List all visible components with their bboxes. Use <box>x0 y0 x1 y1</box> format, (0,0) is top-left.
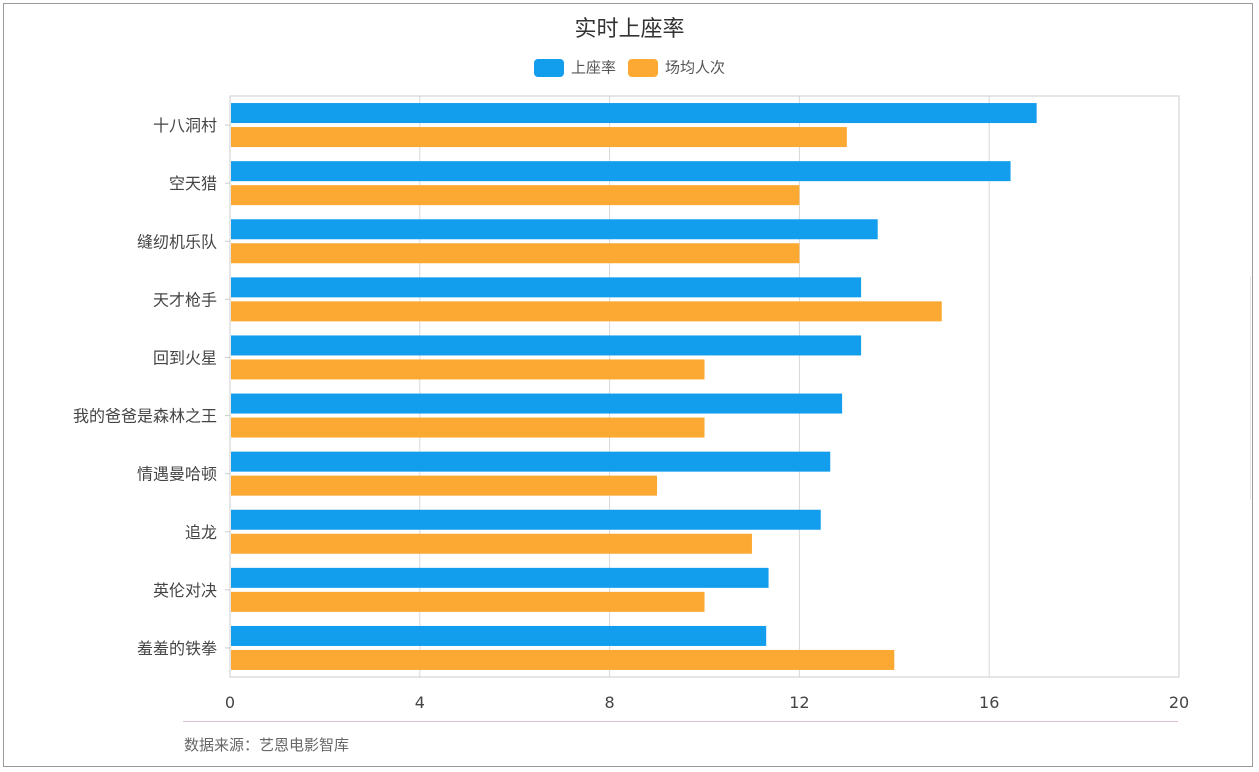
category-label: 羞羞的铁拳 <box>137 639 217 658</box>
bar-avg-attendance <box>231 359 705 380</box>
bar-avg-attendance <box>231 591 705 612</box>
category-label: 我的爸爸是森林之王 <box>73 407 217 426</box>
x-tick-label: 4 <box>415 693 425 712</box>
x-tick-label: 12 <box>789 693 809 712</box>
bar-occupancy <box>231 103 1037 124</box>
bar-avg-attendance <box>231 243 800 264</box>
bar-avg-attendance <box>231 475 658 496</box>
legend: 上座率 场均人次 <box>0 57 1259 78</box>
bar-avg-attendance <box>231 127 847 148</box>
data-source: 数据来源：艺恩电影智库 <box>184 736 350 754</box>
bar-occupancy <box>231 161 1011 182</box>
bar-occupancy <box>231 451 831 472</box>
x-tick-label: 20 <box>1169 693 1189 712</box>
category-label: 十八洞村 <box>153 116 217 135</box>
bar-avg-attendance <box>231 185 800 206</box>
x-tick-label: 8 <box>605 693 615 712</box>
bar-avg-attendance <box>231 417 705 438</box>
category-label: 情遇曼哈顿 <box>137 465 217 484</box>
legend-swatch-avg-attendance <box>628 58 658 77</box>
legend-item-avg-attendance[interactable]: 场均人次 <box>628 57 725 78</box>
bar-occupancy <box>231 219 878 240</box>
category-label: 缝纫机乐队 <box>137 232 217 251</box>
category-label: 追龙 <box>185 523 217 542</box>
scrollbar-track <box>1250 276 1257 500</box>
legend-swatch-occupancy <box>533 58 564 77</box>
bar-occupancy <box>231 277 862 298</box>
bar-avg-attendance <box>231 301 942 322</box>
bar-occupancy <box>231 625 767 646</box>
legend-label-avg-attendance: 场均人次 <box>665 58 726 77</box>
x-tick-label: 16 <box>979 693 999 712</box>
category-label: 空天猎 <box>169 174 217 193</box>
chart-title: 实时上座率 <box>574 17 685 42</box>
bar-occupancy <box>231 567 769 588</box>
bar-occupancy <box>231 393 843 414</box>
category-label: 英伦对决 <box>153 581 217 600</box>
bar-avg-attendance <box>231 649 895 670</box>
plot-border <box>229 95 1180 678</box>
x-tick-label: 0 <box>225 693 235 712</box>
category-label: 回到火星 <box>153 348 217 367</box>
bar-avg-attendance <box>231 533 752 554</box>
category-label: 天才枪手 <box>153 290 217 309</box>
bar-occupancy <box>231 335 862 356</box>
source-divider <box>183 721 1178 722</box>
legend-label-occupancy: 上座率 <box>570 58 616 77</box>
bar-occupancy <box>231 509 821 530</box>
legend-item-occupancy[interactable]: 上座率 <box>533 57 616 78</box>
